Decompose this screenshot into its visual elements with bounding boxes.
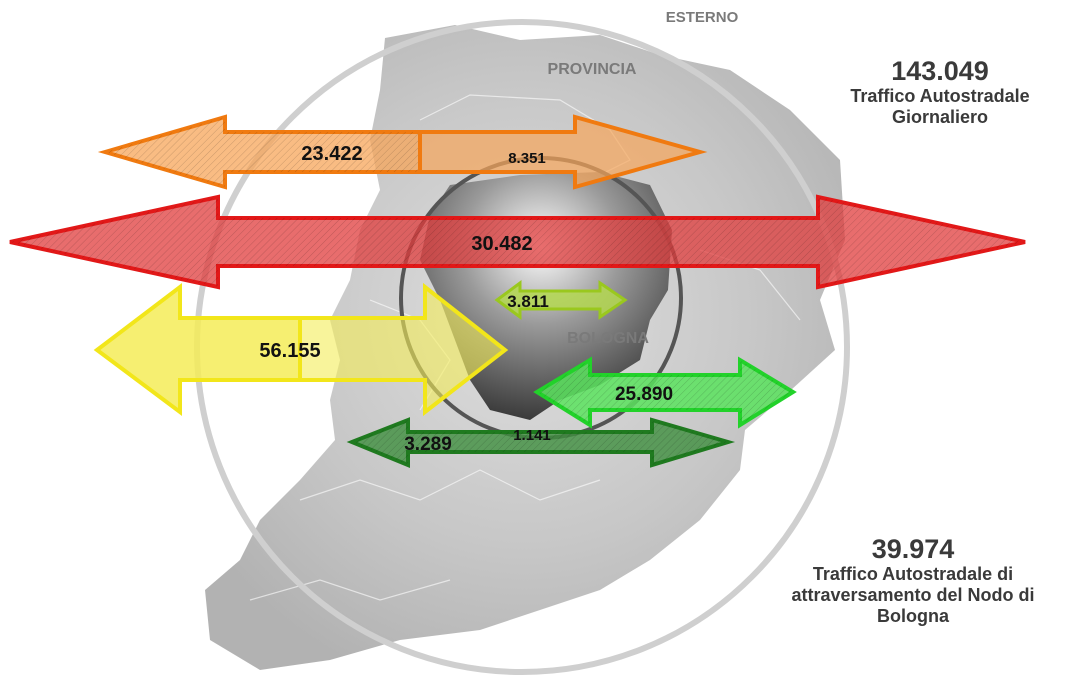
orange-arrow-value: 23.422 bbox=[301, 143, 362, 165]
through-traffic-value: 39.974 bbox=[871, 534, 955, 564]
darkgreen-arrow-value: 3.289 bbox=[404, 434, 452, 455]
zone-label-provincia: PROVINCIA bbox=[548, 61, 637, 78]
orange-arrow-left-hatch bbox=[105, 117, 420, 187]
yellow-arrow-group: 56.155 bbox=[93, 282, 509, 417]
through-traffic-label-line2: attraversamento del Nodo di bbox=[791, 585, 1035, 605]
total-traffic-label-line2: Giornaliero bbox=[891, 107, 989, 127]
yellow-arrow-right bbox=[298, 282, 509, 417]
orange-arrow-group: 23.422 8.351 bbox=[97, 114, 708, 190]
lightgreen-arrow-group: 3.811 bbox=[494, 280, 628, 320]
red-arrow-value: 30.482 bbox=[471, 233, 532, 255]
orange-arrow-inner-value: 8.351 bbox=[508, 150, 546, 167]
total-traffic-label-line1: Traffico Autostradale bbox=[850, 86, 1030, 106]
zone-label-bologna: BOLOGNA bbox=[567, 330, 649, 347]
red-arrow-hatch bbox=[10, 197, 1025, 287]
green-arrow-value: 25.890 bbox=[615, 384, 673, 405]
red-arrow-group: 30.482 bbox=[9, 194, 1026, 290]
green-arrow-hatch bbox=[537, 360, 793, 425]
orange-arrow-right bbox=[418, 114, 708, 190]
darkgreen-arrow-group: 3.289 1.141 bbox=[346, 417, 736, 468]
lightgreen-arrow bbox=[494, 280, 628, 320]
through-traffic-label-line3: Bologna bbox=[877, 606, 949, 626]
zone-label-esterno: ESTERNO bbox=[666, 9, 739, 26]
darkgreen-arrow-inner-value: 1.141 bbox=[513, 427, 551, 444]
yellow-arrow-value: 56.155 bbox=[259, 340, 320, 362]
through-traffic-summary: 39.974 Traffico Autostradale di attraver… bbox=[748, 534, 1072, 627]
lightgreen-arrow-value: 3.811 bbox=[507, 292, 549, 311]
total-traffic-summary: 143.049 Traffico Autostradale Giornalier… bbox=[800, 56, 1072, 128]
darkgreen-arrow-hatch bbox=[352, 420, 728, 465]
through-traffic-label-line1: Traffico Autostradale di bbox=[812, 564, 1014, 584]
green-arrow-group: 25.890 bbox=[533, 356, 797, 429]
total-traffic-value: 143.049 bbox=[891, 56, 989, 86]
